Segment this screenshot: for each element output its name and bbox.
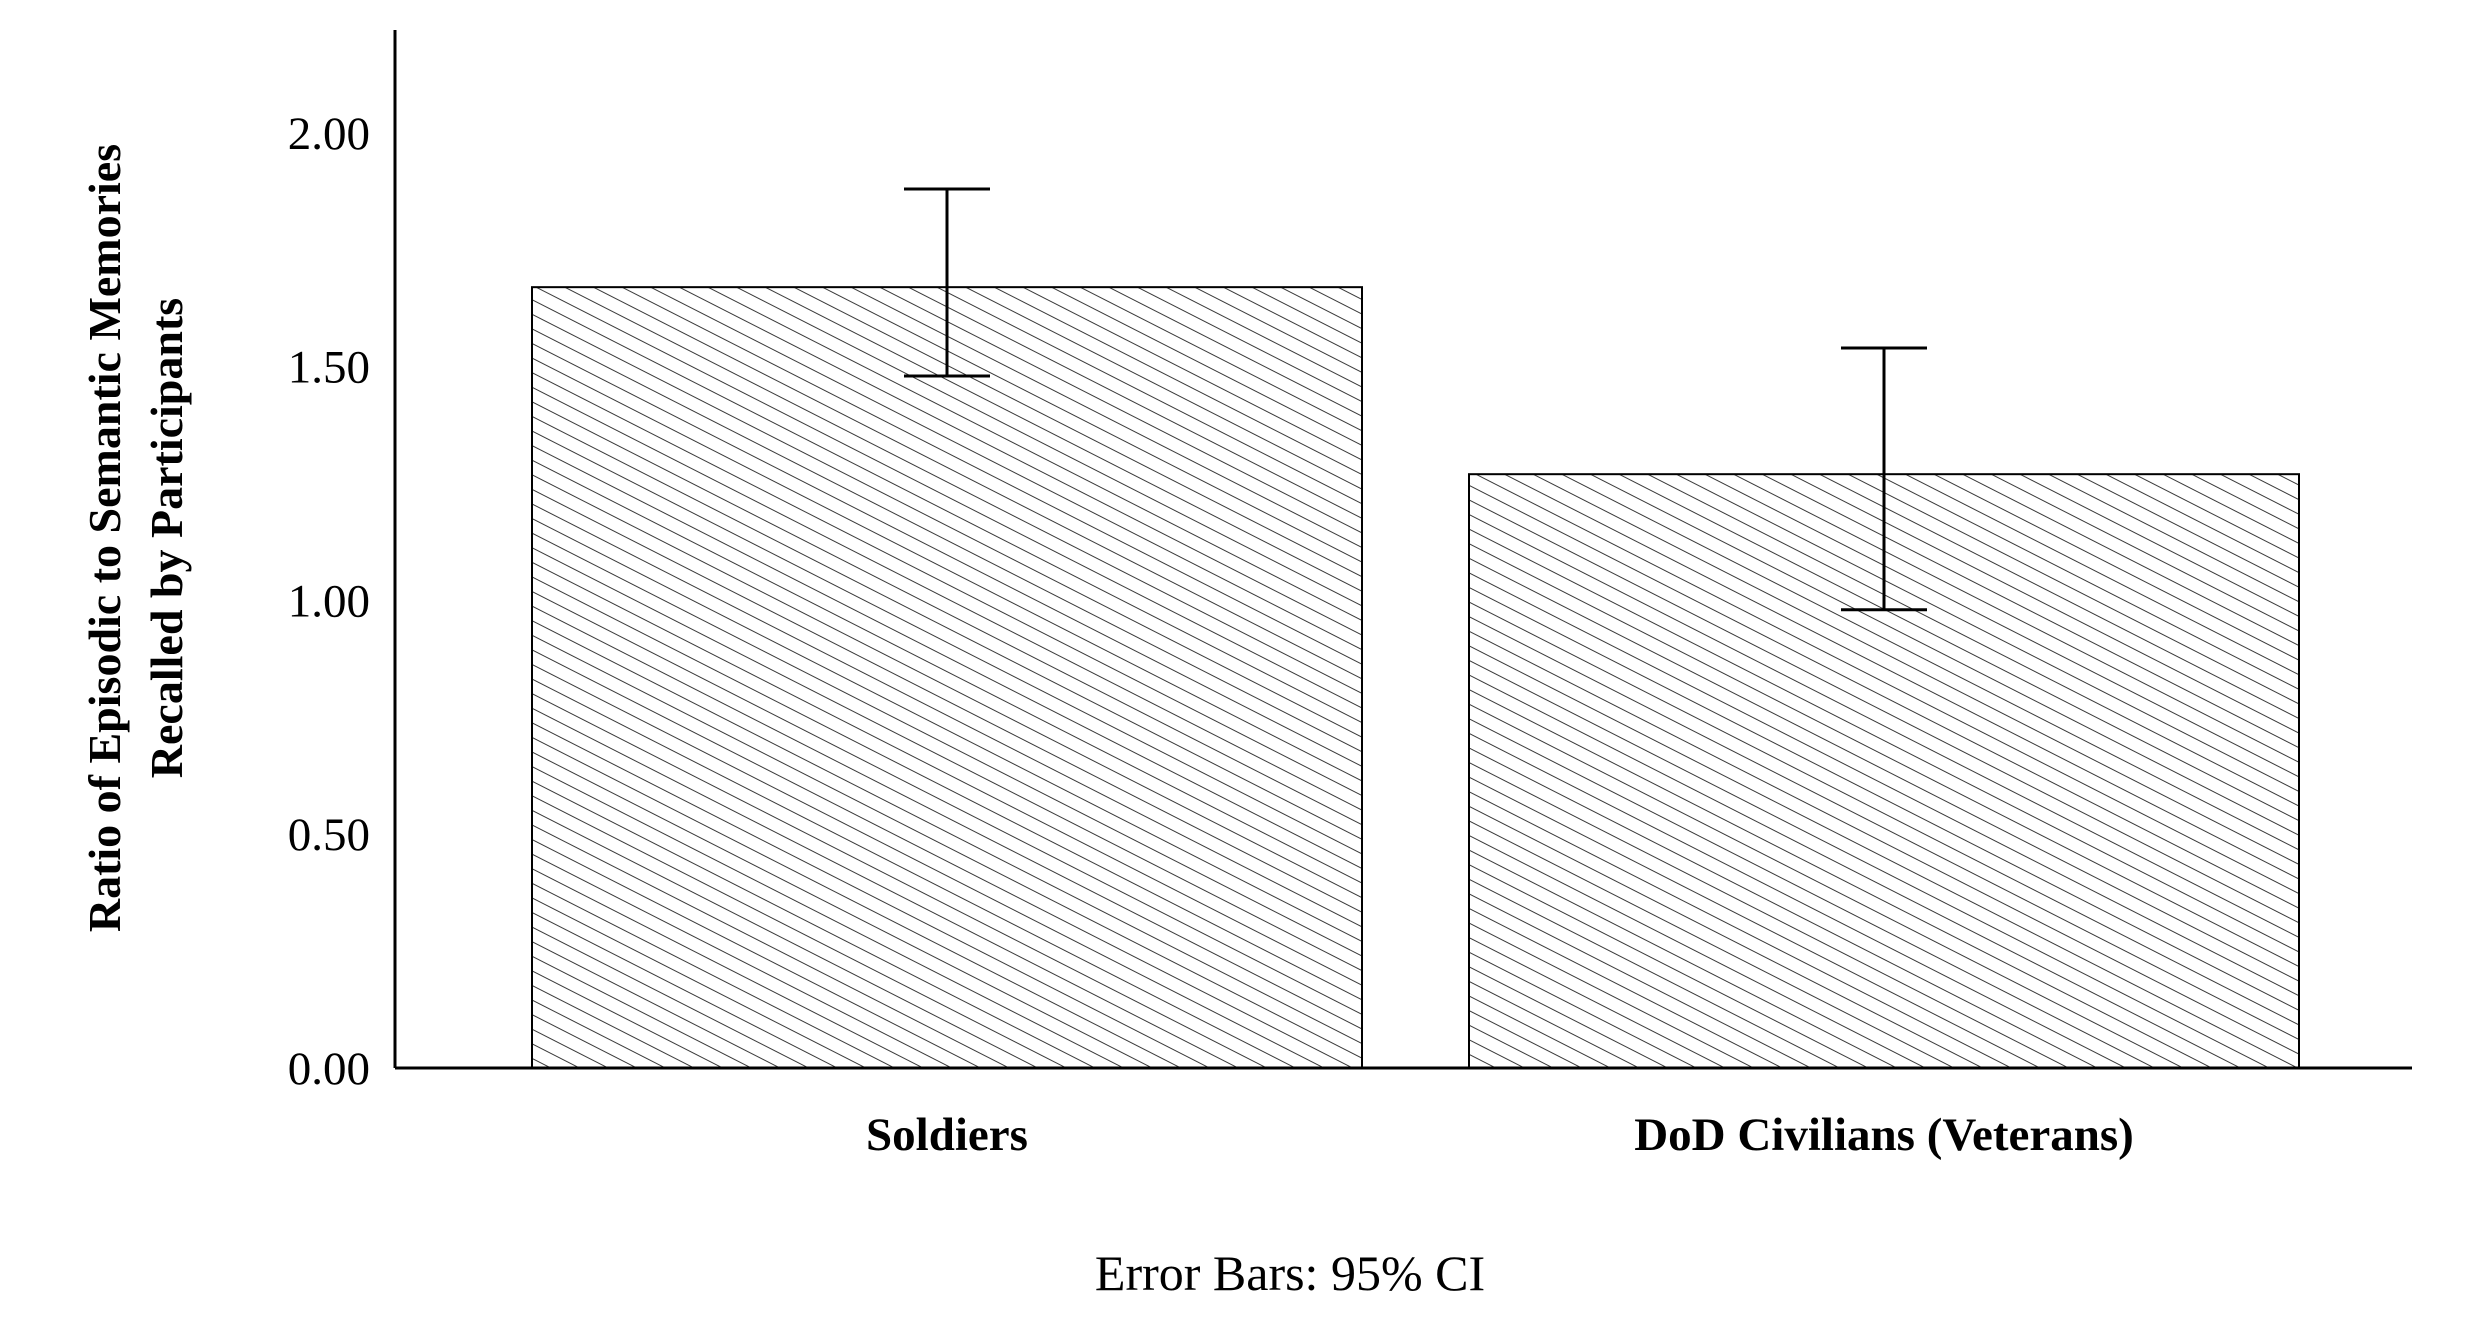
y-tick-label: 1.50 [288,342,370,394]
category-labels-layer: Soldiers DoD Civilians (Veterans) [866,1109,2134,1161]
y-ticks-layer: 0.00 0.50 1.00 1.50 2.00 [288,108,370,1095]
y-tick-label: 0.50 [288,809,370,861]
category-label: Soldiers [866,1109,1028,1161]
y-tick-label: 2.00 [288,108,370,160]
y-axis-title-line-1: Ratio of Episodic to Semantic Memories [79,144,130,932]
error-bars-footnote: Error Bars: 95% CI [1095,1245,1485,1301]
y-axis-title: Ratio of Episodic to Semantic Memories R… [79,144,192,932]
y-tick-label: 0.00 [288,1043,370,1095]
bars-layer [531,286,2300,1069]
y-tick-label: 1.00 [288,575,370,627]
y-axis-title-line-2: Recalled by Participants [141,298,192,778]
bar [531,286,1363,1069]
category-label: DoD Civilians (Veterans) [1634,1109,2134,1161]
axes-layer [393,30,2412,1070]
error-bars-layer [904,187,1927,612]
